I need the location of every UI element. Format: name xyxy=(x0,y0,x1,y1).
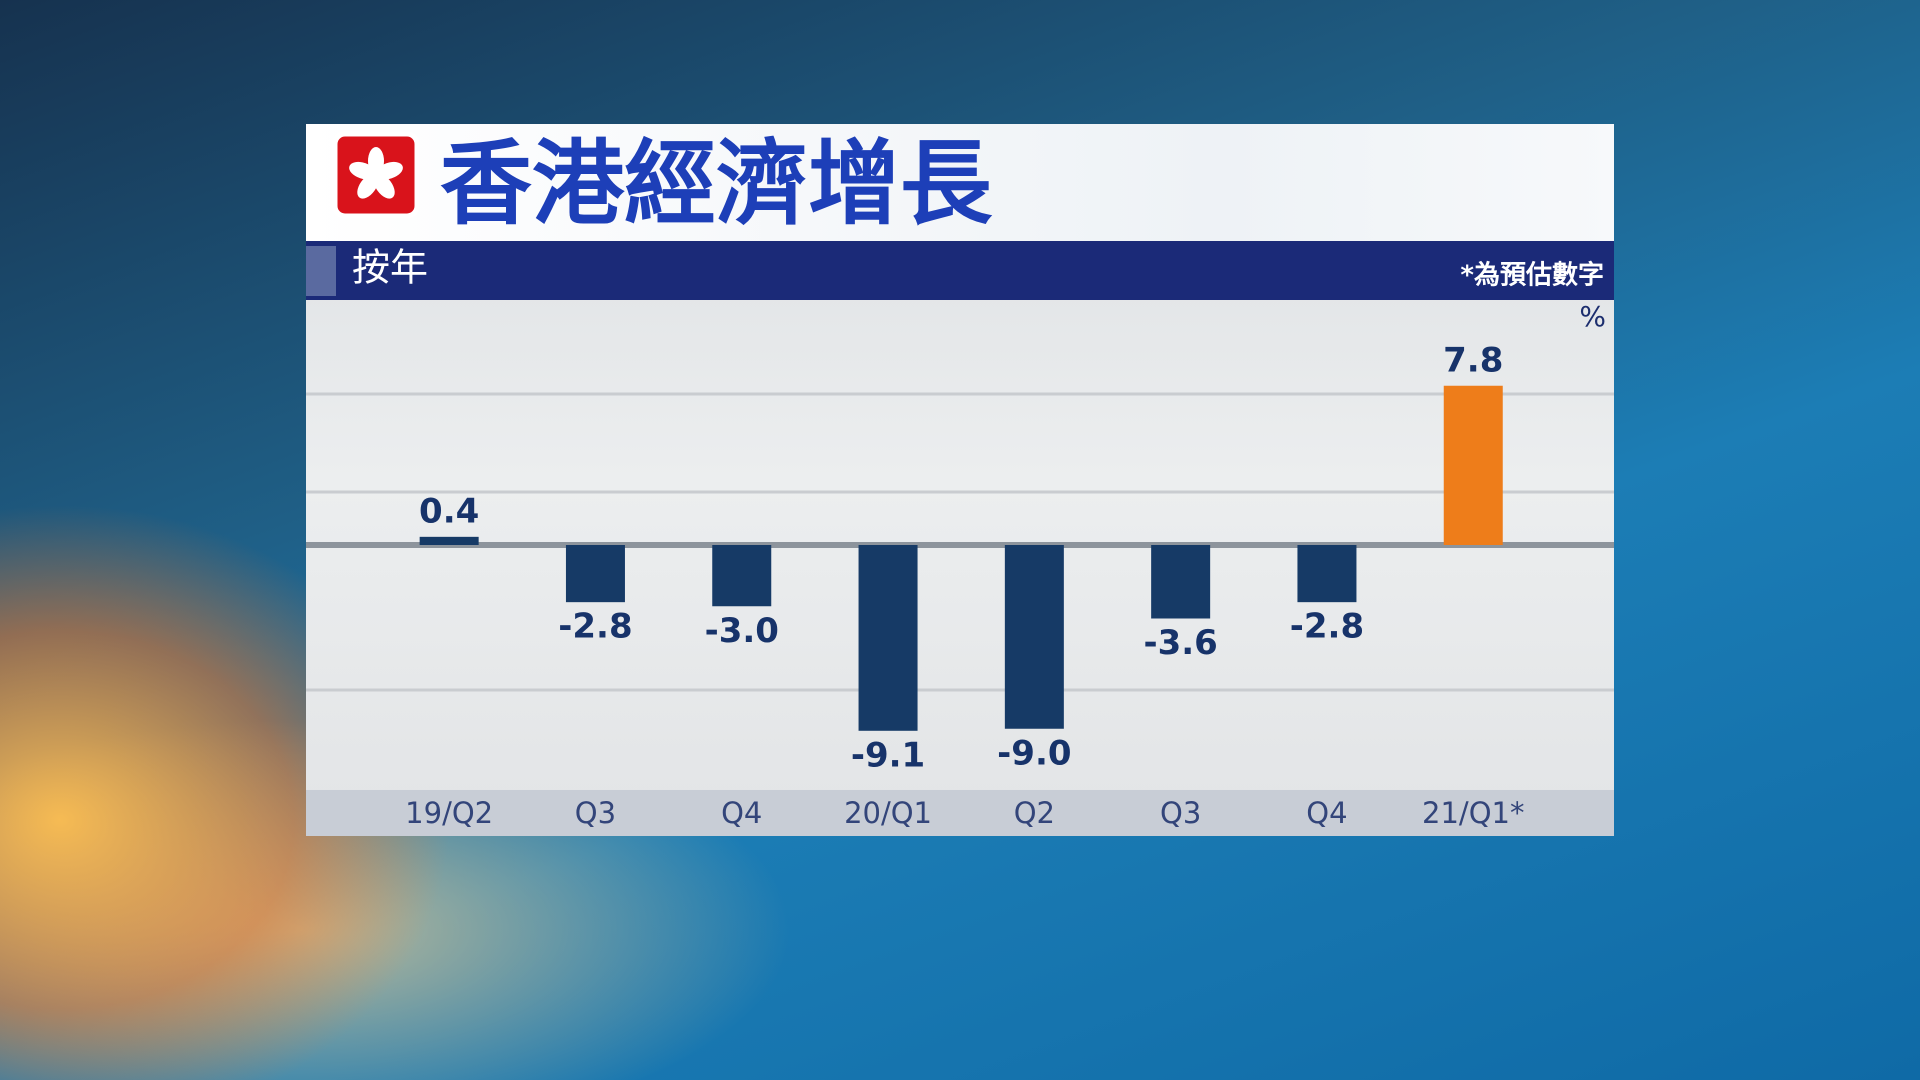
x-tick-label: Q2 xyxy=(1014,796,1055,830)
x-tick-label: Q4 xyxy=(1306,796,1347,830)
value-label: -9.1 xyxy=(851,735,925,775)
bar xyxy=(1004,545,1064,729)
x-tick-label: Q3 xyxy=(575,796,616,830)
subtitle-band xyxy=(306,241,1614,300)
grid-decor xyxy=(306,392,1614,692)
value-label: -2.8 xyxy=(558,607,632,647)
bar xyxy=(565,545,625,603)
x-tick-label: 19/Q2 xyxy=(405,796,493,830)
value-label: -9.0 xyxy=(997,733,1071,773)
x-tick-label: Q4 xyxy=(721,796,762,830)
bar xyxy=(1151,545,1211,619)
value-label: -3.0 xyxy=(705,611,779,651)
value-label: -2.8 xyxy=(1290,607,1364,647)
x-tick-label: 21/Q1* xyxy=(1422,796,1524,830)
bar xyxy=(858,545,918,731)
bauhinia xyxy=(349,147,403,199)
value-label: -3.6 xyxy=(1143,623,1217,663)
value-label: 0.4 xyxy=(419,491,479,531)
chart-title: 香港經濟增長 xyxy=(440,130,993,237)
note: *為預估數字 xyxy=(1460,260,1604,291)
subtitle: 按年 xyxy=(352,246,428,290)
bar xyxy=(1297,545,1357,603)
x-tick-label: Q3 xyxy=(1160,796,1201,830)
category-band xyxy=(306,790,1614,836)
bar xyxy=(419,536,479,545)
panel xyxy=(306,124,1614,836)
x-tick-label: 20/Q1 xyxy=(844,796,932,830)
band-marker xyxy=(306,246,336,296)
header xyxy=(306,124,1614,241)
unit-label: % xyxy=(1579,300,1606,333)
bar xyxy=(1443,385,1503,545)
bar xyxy=(712,545,772,607)
value-label: 7.8 xyxy=(1443,340,1503,380)
